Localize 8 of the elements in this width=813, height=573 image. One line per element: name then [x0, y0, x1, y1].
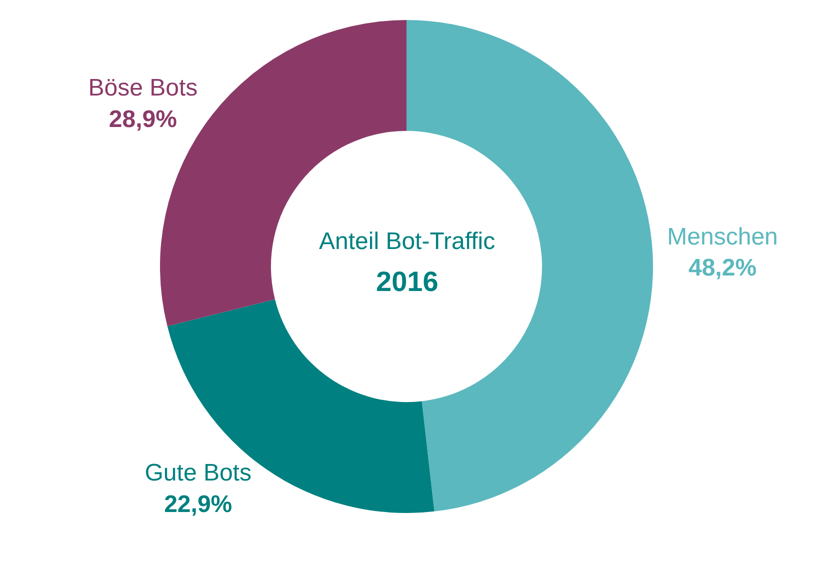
data-label: 28,9%	[108, 106, 177, 133]
slice-label: Böse Bots	[88, 74, 198, 102]
slice-label: Gute Bots	[144, 460, 252, 487]
text: 2016	[376, 266, 438, 297]
slice-label: Menschen	[667, 223, 778, 250]
data-label: 48,2%	[688, 254, 757, 282]
data-label: 22,9%	[164, 490, 232, 518]
text: Anteil Bot-Traffic	[319, 228, 496, 255]
